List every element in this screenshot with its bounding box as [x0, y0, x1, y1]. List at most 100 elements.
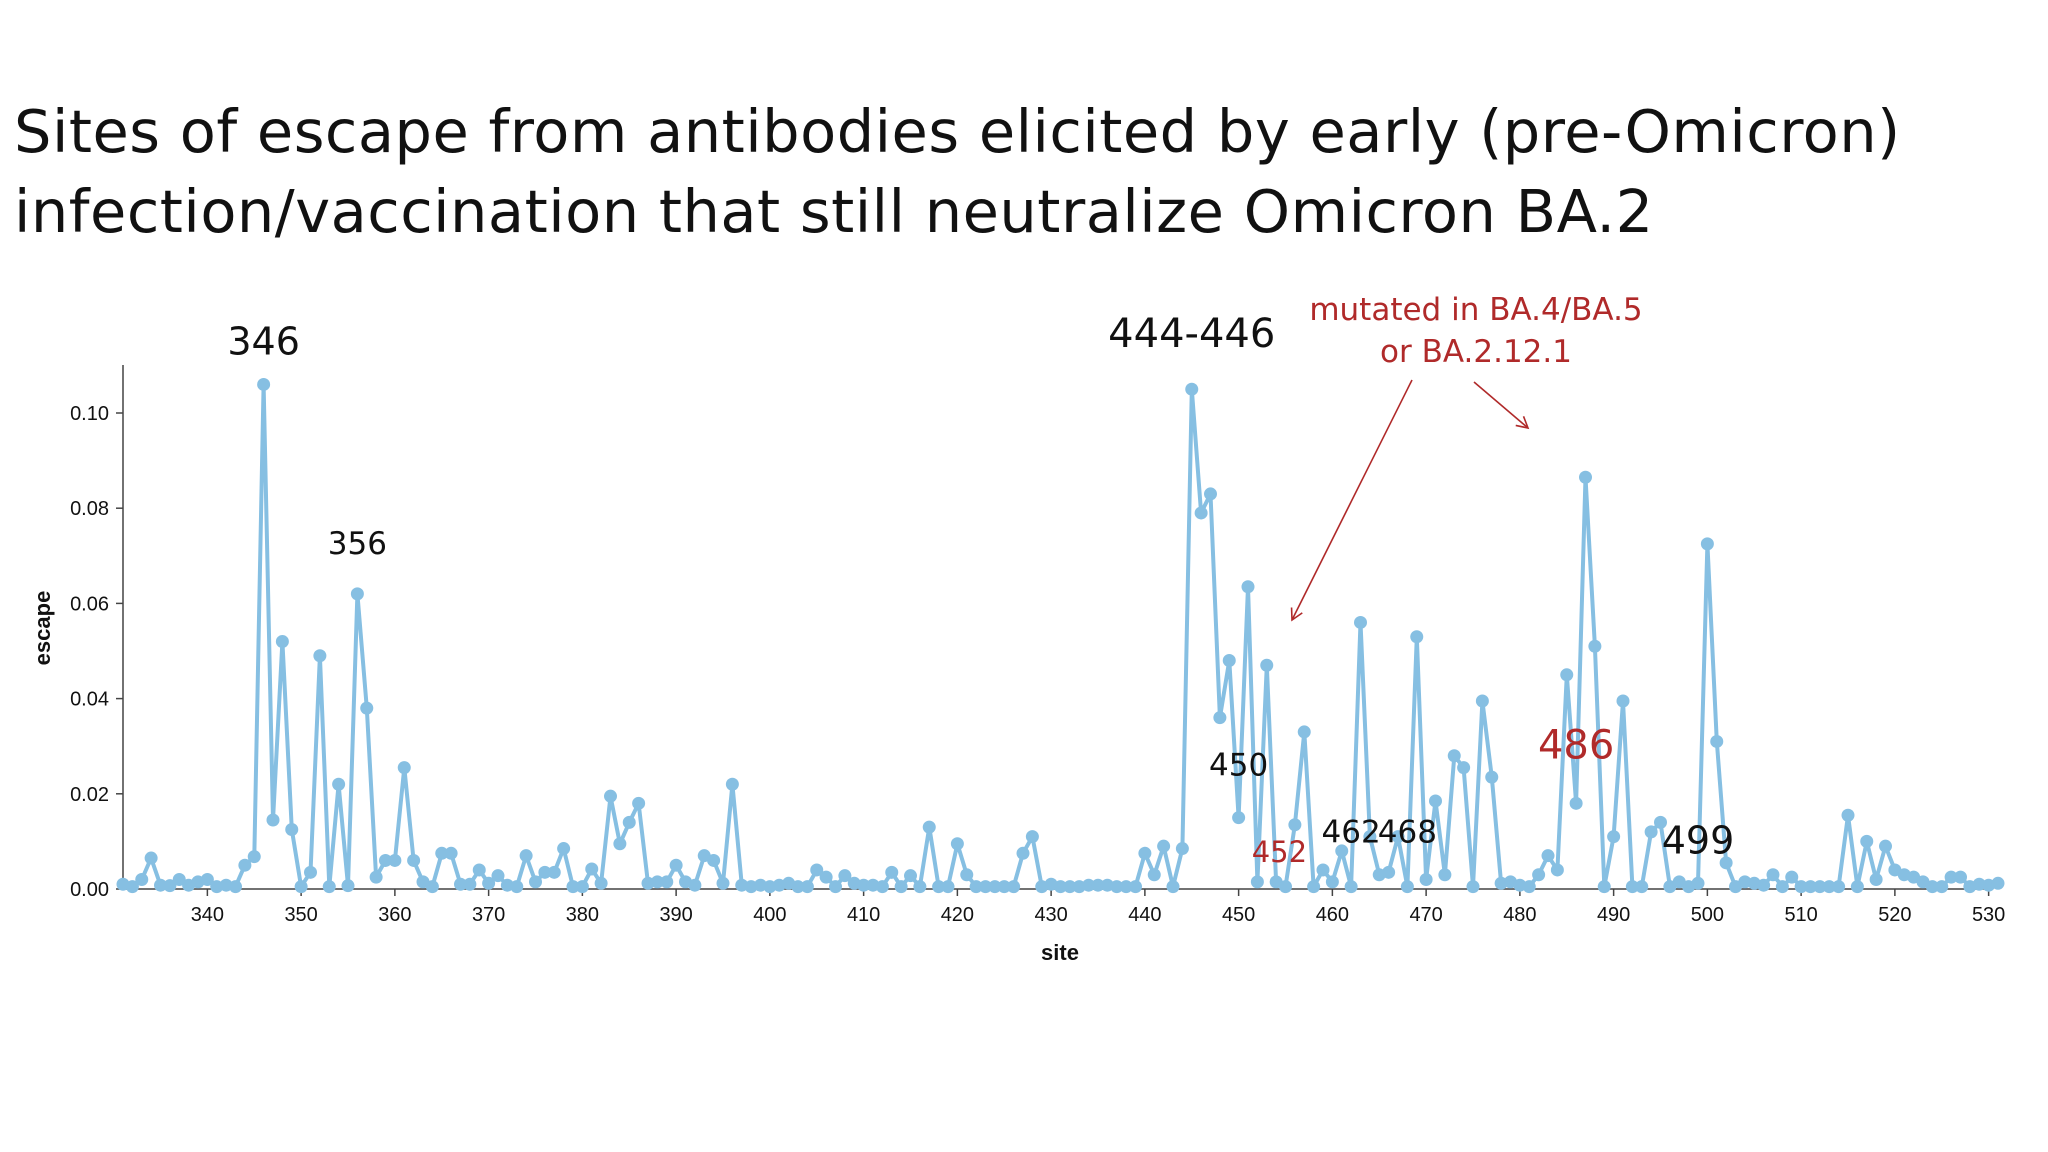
x-tick-label: 340: [191, 904, 224, 926]
data-point: [1569, 796, 1583, 810]
data-point: [688, 878, 702, 892]
data-point: [1241, 580, 1255, 594]
data-point: [725, 777, 739, 791]
data-point: [1288, 818, 1302, 832]
data-point: [1832, 880, 1846, 894]
data-point: [482, 876, 496, 890]
data-point: [707, 853, 721, 867]
data-point: [1935, 880, 1949, 894]
data-point: [472, 863, 486, 877]
data-point: [1700, 537, 1714, 551]
data-point: [1691, 876, 1705, 890]
data-point: [1813, 880, 1827, 894]
data-point: [388, 853, 402, 867]
chart-title-line-1: Sites of escape from antibodies elicited…: [14, 97, 1901, 166]
callout-arrow-452: [1290, 379, 1413, 622]
data-point: [594, 876, 608, 890]
data-point: [135, 872, 149, 886]
x-tick-label: 370: [472, 904, 505, 926]
data-point: [669, 858, 683, 872]
data-point: [1794, 880, 1808, 894]
data-point: [1129, 880, 1142, 894]
data-point: [360, 701, 374, 715]
x-tick-label: 480: [1503, 904, 1536, 926]
data-point: [1194, 506, 1208, 520]
data-point: [1944, 870, 1958, 884]
data-point: [969, 880, 983, 894]
data-point: [1532, 868, 1546, 882]
data-point: [557, 842, 571, 856]
data-point: [529, 875, 542, 889]
data-point: [875, 880, 889, 894]
data-point: [650, 875, 664, 889]
data-point: [491, 869, 505, 883]
data-point: [294, 880, 308, 894]
data-point: [154, 878, 167, 892]
data-point: [1054, 880, 1067, 894]
data-point: [1091, 878, 1105, 892]
data-point: [163, 879, 177, 893]
data-point: [1972, 877, 1986, 891]
x-tick-label: 360: [378, 904, 411, 926]
x-tick-label: 510: [1784, 904, 1817, 926]
data-point: [1616, 694, 1630, 708]
y-axis-title: escape: [30, 591, 55, 666]
data-point: [200, 872, 214, 886]
data-point: [1522, 880, 1536, 894]
data-point: [913, 880, 927, 894]
data-point: [1400, 880, 1414, 894]
data-point: [1157, 839, 1171, 853]
data-point: [1335, 844, 1349, 858]
data-point: [1025, 830, 1039, 844]
data-point: [829, 880, 842, 894]
x-axis-title: site: [1041, 940, 1079, 965]
peak-label-452: 452: [1252, 835, 1307, 869]
data-point: [1991, 876, 2005, 890]
data-point: [1213, 711, 1227, 725]
x-tick-label: 440: [1128, 904, 1161, 926]
data-point: [1485, 770, 1499, 784]
data-point: [1344, 880, 1358, 894]
data-point: [932, 880, 946, 894]
data-point: [407, 853, 421, 867]
chart-title-line-2: infection/vaccination that still neutral…: [14, 177, 1654, 246]
data-point: [904, 869, 917, 883]
data-point: [1879, 839, 1892, 853]
data-point: [229, 880, 242, 894]
data-point: [379, 853, 392, 867]
peak-label-486: 486: [1538, 722, 1614, 768]
data-point: [800, 880, 814, 894]
data-point: [1222, 654, 1236, 668]
data-point: [1822, 880, 1836, 894]
callout-line-1: mutated in BA.4/BA.5: [1309, 292, 1642, 328]
data-point: [313, 649, 327, 663]
data-point: [1110, 880, 1124, 894]
data-point: [838, 869, 852, 883]
data-point: [1766, 868, 1780, 882]
data-point: [1775, 880, 1789, 894]
y-tick-label: 0.02: [70, 784, 109, 806]
data-point: [1082, 878, 1096, 892]
x-tick-label: 500: [1691, 904, 1724, 926]
data-point: [1204, 487, 1217, 501]
x-tick-label: 420: [941, 904, 974, 926]
x-tick-label: 380: [566, 904, 599, 926]
data-point: [604, 789, 617, 803]
data-point: [1597, 880, 1611, 894]
data-point: [1232, 811, 1246, 825]
data-point: [1447, 749, 1461, 763]
data-point: [1147, 868, 1161, 882]
data-point: [1925, 880, 1939, 894]
data-point: [857, 878, 871, 892]
data-point: [1325, 875, 1339, 889]
data-point: [1185, 382, 1199, 396]
data-point: [257, 377, 271, 391]
data-point: [1438, 868, 1452, 882]
data-point: [1410, 630, 1424, 644]
data-point: [1719, 856, 1733, 870]
x-tick-label: 460: [1316, 904, 1349, 926]
peak-label-468: 468: [1378, 815, 1437, 851]
peak-label-444-446: 444-446: [1108, 311, 1275, 357]
data-point: [885, 865, 899, 879]
data-point: [1419, 872, 1433, 886]
